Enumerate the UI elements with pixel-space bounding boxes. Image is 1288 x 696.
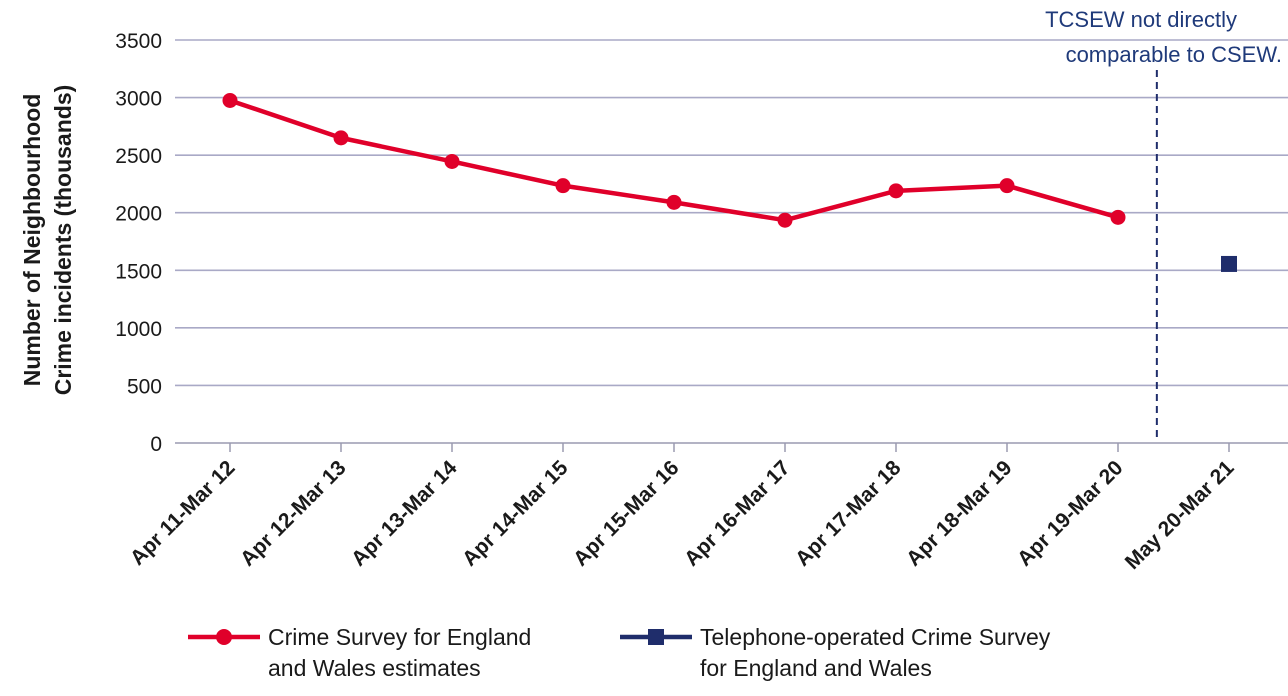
- data-point-circle: [333, 130, 349, 146]
- legend-csew-label: Crime Survey for England and Wales estim…: [268, 624, 532, 681]
- series-2: [1221, 255, 1237, 272]
- data-series: [222, 92, 1237, 272]
- legend-item-tcsew: Telephone-operated Crime Survey for Engl…: [620, 622, 1050, 684]
- x-tick-label: Apr 17-Mar 18: [791, 456, 906, 571]
- x-tick-label: Apr 15-Mar 16: [569, 456, 683, 570]
- y-tick-label: 3000: [115, 88, 162, 111]
- x-tick-label: Apr 12-Mar 13: [236, 456, 350, 570]
- legend-tcsew-label: Telephone-operated Crime Survey for Engl…: [700, 624, 1051, 681]
- y-tick-label: 500: [127, 375, 162, 398]
- annotation-line: comparable to CSEW.: [1066, 42, 1282, 67]
- y-axis-title-line: Crime incidents (thousands): [50, 85, 76, 396]
- data-point-circle: [999, 178, 1015, 194]
- y-tick-label: 1500: [115, 260, 162, 283]
- data-point-circle: [444, 153, 460, 169]
- y-tick-label: 1000: [115, 318, 162, 341]
- x-tick-label: Apr 14-Mar 15: [458, 456, 573, 571]
- x-tick-label: Apr 16-Mar 17: [680, 456, 794, 570]
- x-tick-label: Apr 19-Mar 20: [1013, 456, 1127, 570]
- y-tick-label: 2500: [115, 145, 162, 168]
- gridlines: [175, 39, 1288, 444]
- data-point-circle: [666, 194, 682, 210]
- x-tick-label: May 20-Mar 21: [1121, 456, 1239, 574]
- data-point-circle: [1110, 209, 1126, 225]
- series-1: [222, 92, 1126, 228]
- y-tick-label: 0: [150, 433, 162, 456]
- y-tick-label: 2000: [115, 203, 162, 226]
- data-point-circle: [555, 178, 571, 194]
- legend-item-csew: Crime Survey for England and Wales estim…: [188, 622, 531, 684]
- y-axis-ticks: 0 500 1000 1500 2000 2500 3000 3500: [115, 30, 162, 456]
- x-tick-label: Apr 11-Mar 12: [126, 456, 240, 570]
- legend-csew-swatch: [188, 629, 260, 645]
- data-point-circle: [222, 92, 238, 108]
- data-point-square: [1221, 255, 1237, 272]
- x-tick-label: Apr 18-Mar 19: [902, 456, 1016, 570]
- legend-tcsew-swatch: [620, 629, 692, 645]
- y-tick-label: 3500: [115, 30, 162, 53]
- data-point-circle: [888, 183, 904, 199]
- comparability-annotation: TCSEW not directly comparable to CSEW.: [1045, 7, 1282, 67]
- annotation-line: TCSEW not directly: [1045, 7, 1237, 32]
- data-point-circle: [777, 212, 793, 228]
- y-axis-title-line: Number of Neighbourhood: [19, 94, 45, 387]
- y-axis-label: Number of Neighbourhood Crime incidents (…: [19, 85, 76, 396]
- x-tick-label: Apr 13-Mar 14: [347, 456, 462, 571]
